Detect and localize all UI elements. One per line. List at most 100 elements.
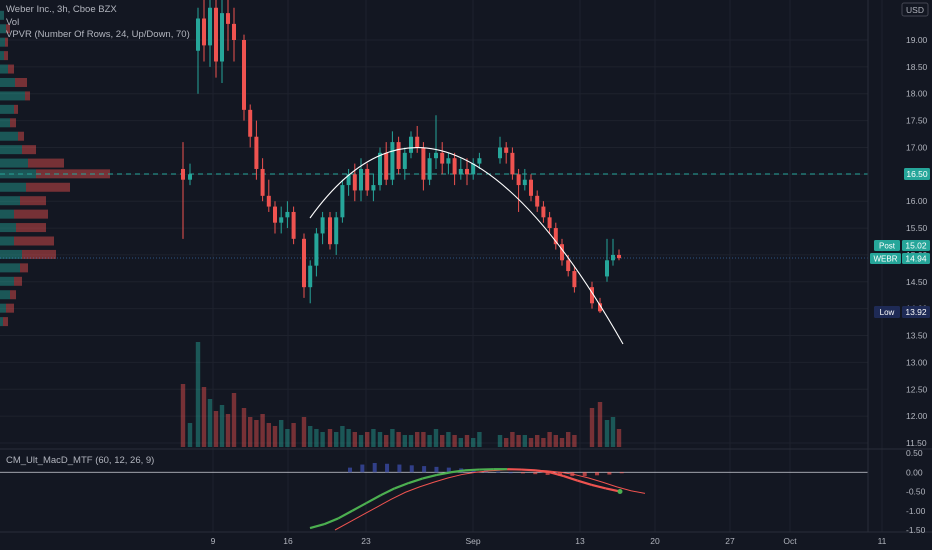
time-tick-label: 20	[650, 536, 660, 546]
candle	[291, 206, 296, 245]
candle	[452, 152, 457, 186]
ticker-badge: WEBR 14.94	[870, 253, 930, 264]
candle	[396, 136, 401, 175]
candle	[328, 211, 332, 250]
price-tick-label: 19.00	[906, 35, 928, 45]
price-tick-label: 13.50	[906, 331, 928, 341]
candle	[378, 147, 382, 191]
volume-bar	[616, 429, 622, 447]
candle	[516, 168, 521, 212]
candle	[522, 168, 527, 191]
volume-bar	[272, 426, 278, 447]
volume-profile-row-up	[0, 196, 20, 206]
volume-bar	[471, 438, 476, 447]
macd-line-segment	[337, 509, 353, 520]
volume-bar	[260, 414, 265, 447]
candle	[498, 136, 502, 164]
candle	[260, 158, 265, 202]
volume-profile-row-down	[22, 145, 36, 155]
macd-line-segment	[408, 477, 424, 485]
volume-profile-row-down	[20, 196, 46, 206]
price-tick-label: 18.00	[906, 89, 928, 99]
symbol-legend[interactable]: Weber Inc., 3h, Cboe BZX	[6, 4, 117, 15]
volume-bar	[201, 387, 207, 447]
volume-bar	[327, 429, 333, 447]
volume-bar	[213, 411, 219, 447]
candle	[232, 7, 236, 62]
candle	[208, 0, 212, 67]
volume-bar	[279, 420, 284, 447]
volume-profile-row-up	[0, 263, 20, 273]
svg-text:13.92: 13.92	[905, 307, 927, 317]
volume-bar	[377, 432, 383, 447]
candle	[572, 265, 577, 293]
candle	[402, 147, 407, 180]
price-tick-label: 16.00	[906, 196, 928, 206]
volume-profile-row-down	[22, 249, 56, 259]
candle	[390, 131, 395, 186]
candle	[266, 179, 271, 212]
price-tick-label: 17.00	[906, 142, 928, 152]
price-tick-label: 12.50	[906, 384, 928, 394]
macd-histogram-bar	[348, 467, 352, 473]
volume-profile-row-up	[0, 276, 14, 286]
macd-line-segment	[365, 494, 381, 505]
volume-bar	[248, 417, 253, 447]
macd-tick-label: 0.50	[906, 448, 923, 458]
volume-profile-row-up	[0, 317, 3, 327]
time-tick-label: 16	[283, 536, 293, 546]
volume-profile-row-down	[15, 77, 27, 87]
macd-histogram-bar	[397, 464, 402, 473]
candle	[285, 201, 290, 229]
volume-bar	[458, 438, 463, 447]
volume-profile-row-down	[8, 64, 14, 74]
candle	[434, 115, 438, 169]
candle	[541, 201, 546, 223]
vpvr-legend[interactable]: VPVR (Number Of Rows, 24, Up/Down, 70)	[6, 29, 190, 40]
price-tick-label: 14.50	[906, 277, 928, 287]
time-tick-label: Sep	[465, 536, 480, 546]
macd-histogram-bar	[582, 472, 587, 477]
macd-line-segment	[436, 471, 452, 477]
macd-line-segment	[351, 502, 367, 512]
candle	[334, 211, 339, 255]
volume-bar	[352, 432, 357, 447]
volume-bar	[589, 408, 595, 447]
candle	[371, 174, 376, 202]
macd-histogram-bar	[607, 472, 612, 475]
volume-profile	[0, 10, 110, 327]
macd-axis[interactable]: 0.50 0.00 -0.50 -1.00 -1.50	[906, 448, 926, 535]
macd-line-segment	[394, 482, 410, 490]
volume-profile-row-up	[0, 131, 18, 141]
volume-bar	[291, 423, 296, 447]
level-badge: 16.50	[904, 168, 930, 180]
volume-bar	[610, 417, 616, 447]
macd-histogram-bar	[545, 472, 550, 475]
volume-bar	[535, 435, 540, 447]
volume-bar	[384, 435, 389, 447]
volume-bars	[180, 342, 622, 447]
candle	[611, 238, 615, 266]
volume-bar	[301, 417, 307, 447]
volume-bar	[195, 342, 201, 447]
candle	[590, 281, 594, 309]
macd-legend[interactable]: CM_Ult_MacD_MTF (60, 12, 26, 9)	[6, 455, 155, 466]
volume-bar	[346, 429, 351, 447]
candle	[477, 152, 482, 169]
volume-bar	[421, 432, 426, 447]
candle	[242, 34, 246, 121]
volume-legend[interactable]: Vol	[6, 17, 20, 28]
volume-profile-row-up	[0, 37, 5, 47]
volume-profile-row-down	[5, 37, 8, 47]
candle	[427, 152, 432, 186]
candlesticks	[181, 0, 621, 313]
time-axis[interactable]: 9 16 23 Sep 13 20 27 Oct 11	[211, 536, 887, 546]
volume-bar	[308, 426, 313, 447]
macd-line-segment	[422, 473, 438, 480]
macd-histogram-bar	[619, 472, 624, 474]
volume-bar	[241, 408, 247, 447]
macd-line-segment	[464, 468, 480, 472]
candle	[226, 0, 230, 51]
